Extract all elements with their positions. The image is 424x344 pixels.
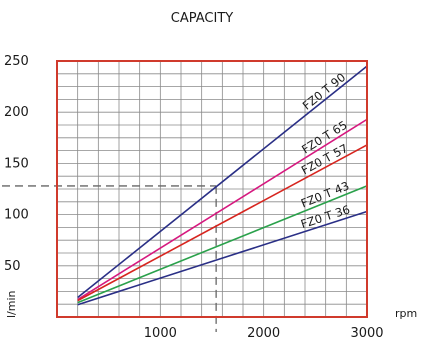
x-tick-label: 1000 xyxy=(144,326,177,341)
chart-title: CAPACITY xyxy=(171,11,233,26)
series-line xyxy=(77,118,368,301)
reference-lines xyxy=(2,185,217,332)
y-tick-label: 50 xyxy=(4,259,21,274)
series-line xyxy=(77,210,368,306)
series-line xyxy=(77,65,368,299)
series-line xyxy=(77,144,368,302)
x-tick-label: 2000 xyxy=(247,326,280,341)
y-axis-label: l/min xyxy=(5,290,18,318)
grid xyxy=(56,60,368,318)
series-label: FZ0 T 90 xyxy=(300,70,348,113)
y-tick-label: 250 xyxy=(4,54,29,69)
plot-frame xyxy=(56,60,368,318)
y-tick-label: 100 xyxy=(4,208,29,223)
x-tick-labels: 1000 2000 3000 xyxy=(144,326,384,341)
series-line xyxy=(77,185,368,304)
y-tick-label: 200 xyxy=(4,105,29,120)
series-lines xyxy=(77,65,368,306)
y-tick-labels: 50 100 150 200 250 xyxy=(4,54,29,274)
x-axis-label: rpm xyxy=(395,307,417,320)
y-tick-label: 150 xyxy=(4,156,29,171)
x-tick-label: 3000 xyxy=(350,326,383,341)
